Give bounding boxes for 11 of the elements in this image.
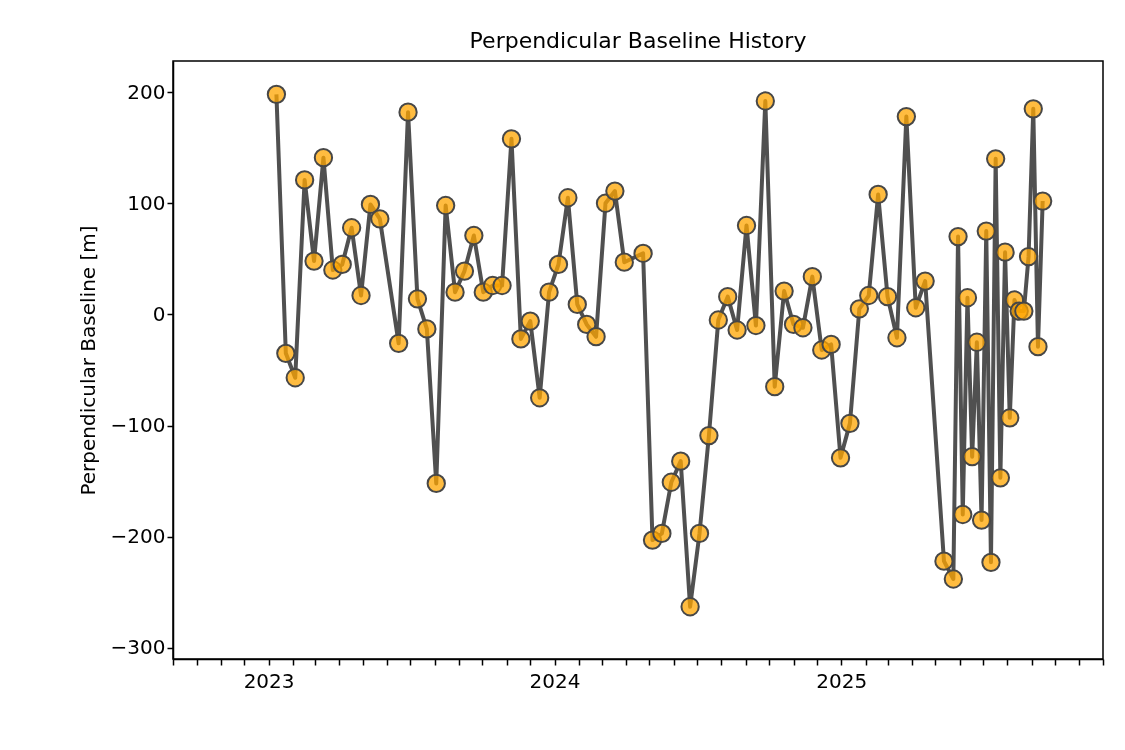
y-tick-label: −100	[110, 413, 166, 438]
y-tick-label: 0	[152, 301, 166, 326]
x-tick-label: 2023	[243, 668, 295, 693]
chart-title: Perpendicular Baseline History	[469, 28, 807, 53]
y-tick-label: 100	[127, 190, 166, 215]
y-tick-label: −200	[110, 524, 166, 549]
y-tick-label: −300	[110, 635, 166, 660]
y-tick-label: 200	[127, 79, 166, 104]
x-tick-label: 2025	[816, 668, 868, 693]
x-tick-label: 2024	[529, 668, 581, 693]
y-axis-title: Perpendicular Baseline [m]	[75, 225, 100, 496]
